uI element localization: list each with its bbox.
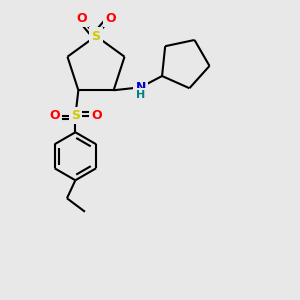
- Text: H: H: [136, 90, 145, 100]
- Text: S: S: [71, 109, 80, 122]
- Text: O: O: [105, 12, 116, 25]
- Text: O: O: [49, 109, 60, 122]
- Text: O: O: [91, 109, 102, 122]
- Text: O: O: [76, 12, 87, 25]
- Text: N: N: [135, 81, 146, 94]
- Text: S: S: [92, 29, 100, 43]
